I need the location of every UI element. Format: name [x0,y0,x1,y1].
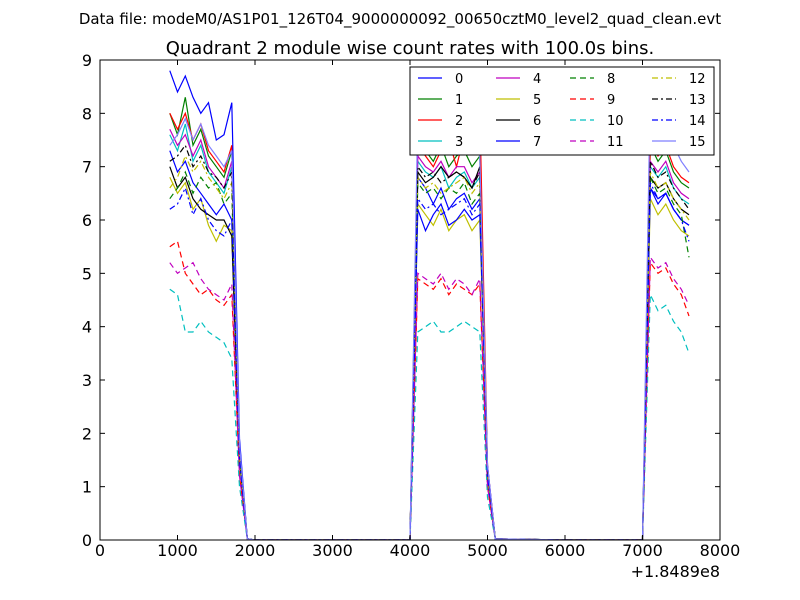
y-tick-label: 8 [82,104,92,123]
legend-label-14: 14 [689,114,706,129]
chart-suptitle: Data file: modeM0/AS1P01_126T04_90000000… [79,10,721,29]
x-offset-label: +1.8489e8 [631,562,720,581]
series-layer [169,69,690,540]
legend-label-10: 10 [607,114,624,129]
y-tick-label: 9 [82,51,92,70]
legend-label-6: 6 [533,114,541,129]
series-line-11 [169,255,690,540]
legend-label-13: 13 [689,93,706,108]
legend-label-15: 15 [689,135,706,150]
y-tick-label: 5 [82,264,92,283]
x-tick-label: 0 [95,541,105,560]
series-line-12 [169,154,690,540]
legend-label-0: 0 [455,72,463,87]
y-tick-label: 2 [82,424,92,443]
legend-label-9: 9 [607,93,615,108]
y-tick-label: 7 [82,158,92,177]
legend-frame [409,66,715,156]
axis-ticks: 0 1000 2000 3000 4000 5000 6000 7000 80000123456… [82,51,741,560]
legend-label-7: 7 [533,135,541,150]
series-line-13 [169,144,690,540]
legend-label-8: 8 [607,72,615,87]
y-tick-label: 4 [82,318,92,337]
legend-label-11: 11 [607,135,624,150]
legend-label-1: 1 [455,93,463,108]
y-tick-label: 3 [82,371,92,390]
legend-label-3: 3 [455,135,463,150]
y-tick-label: 6 [82,211,92,230]
x-tick-label: 5000 [467,541,508,560]
chart-title: Quadrant 2 module wise count rates with … [166,38,655,59]
legend-label-12: 12 [689,72,706,87]
x-tick-label: 3000 [312,541,353,560]
series-line-10 [169,288,690,540]
y-tick-label: 0 [82,531,92,550]
x-tick-label: 1000 [157,541,198,560]
y-tick-label: 1 [82,478,92,497]
legend-label-2: 2 [455,114,463,129]
legend-label-5: 5 [533,93,541,108]
legend-label-4: 4 [533,72,541,87]
x-tick-label: 7000 [622,541,663,560]
x-tick-label: 4000 [390,541,431,560]
x-tick-label: 2000 [235,541,276,560]
x-tick-label: 8000 [700,541,741,560]
x-tick-label: 6000 [545,541,586,560]
series-line-14 [169,182,690,540]
